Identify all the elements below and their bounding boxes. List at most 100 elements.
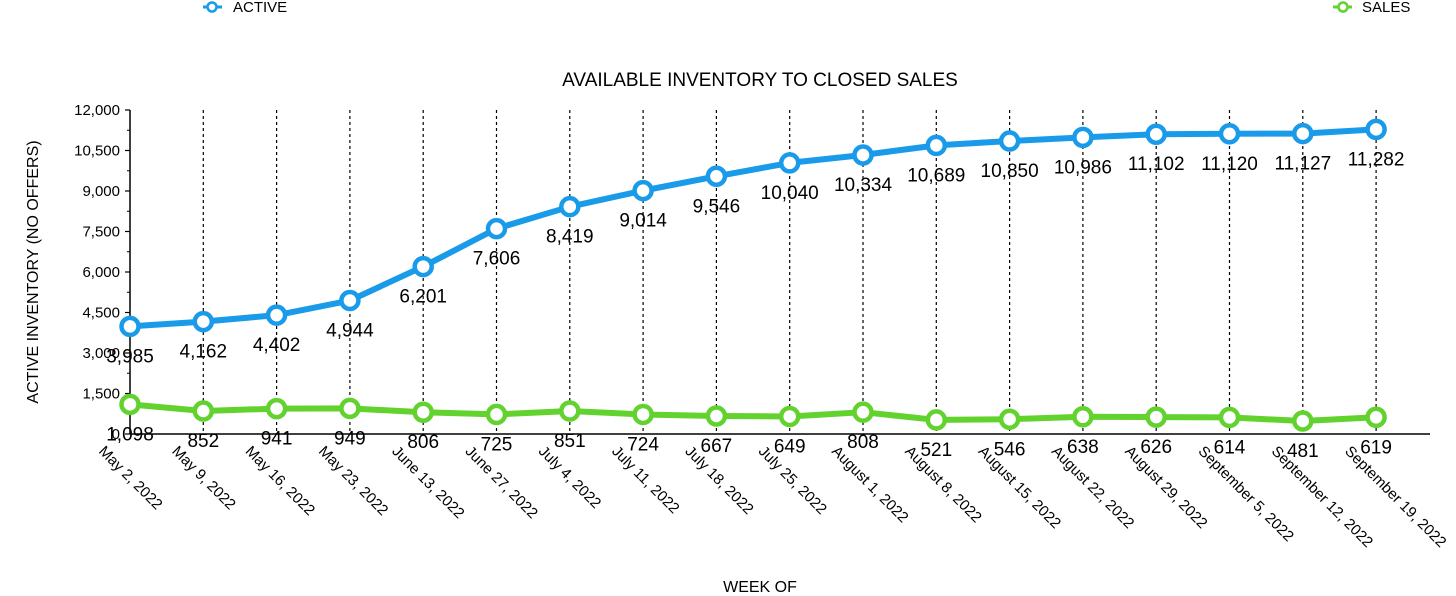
series-sales-point bbox=[265, 397, 288, 420]
data-label-sales: 851 bbox=[554, 431, 586, 452]
series-sales-point bbox=[632, 403, 654, 426]
data-label-active: 11,127 bbox=[1274, 154, 1331, 175]
data-label-active: 11,120 bbox=[1201, 154, 1258, 175]
series-sales-point bbox=[852, 401, 874, 423]
y-tick-label: 3,000 bbox=[82, 345, 120, 362]
legend-item-sales[interactable]: SALES bbox=[1333, 0, 1410, 16]
data-label-active: 8,419 bbox=[546, 227, 594, 248]
series-active-point bbox=[1292, 122, 1314, 145]
data-label-sales: 724 bbox=[627, 434, 659, 455]
y-tick-label: 6,000 bbox=[82, 264, 120, 281]
x-tick-label: May 9, 2022 bbox=[168, 443, 238, 513]
series-sales-point bbox=[412, 401, 434, 423]
data-label-sales: 806 bbox=[407, 432, 439, 453]
series-sales-point bbox=[925, 409, 948, 431]
data-label-sales: 638 bbox=[1067, 437, 1099, 458]
data-label-active: 10,689 bbox=[907, 165, 965, 186]
data-label-active: 10,850 bbox=[981, 161, 1039, 182]
data-label-active: 4,162 bbox=[180, 342, 228, 363]
series-active-point bbox=[925, 134, 948, 157]
legend: ACTIVE SALES bbox=[203, 0, 1410, 16]
x-tick-label: May 2, 2022 bbox=[95, 443, 165, 513]
data-label-active: 4,944 bbox=[326, 321, 374, 342]
chart-title: AVAILABLE INVENTORY TO CLOSED SALES bbox=[562, 70, 958, 91]
data-label-sales: 546 bbox=[994, 439, 1026, 460]
series-active-point bbox=[778, 152, 801, 174]
series-sales-point bbox=[705, 405, 728, 427]
legend-active-label: ACTIVE bbox=[233, 0, 287, 16]
data-label-sales: 649 bbox=[774, 436, 806, 457]
series-sales-point bbox=[1365, 406, 1387, 429]
series-sales-point bbox=[559, 400, 581, 422]
series-active-point bbox=[998, 130, 1021, 152]
data-label-active: 4,402 bbox=[253, 335, 301, 356]
y-tick-label: 12,000 bbox=[74, 102, 120, 119]
data-label-active: 10,986 bbox=[1054, 157, 1112, 178]
x-tick-label: May 16, 2022 bbox=[242, 443, 318, 519]
data-label-sales: 852 bbox=[187, 431, 219, 452]
data-label-sales: 941 bbox=[261, 429, 293, 450]
data-label-active: 11,282 bbox=[1348, 149, 1405, 170]
y-tick-label: 7,500 bbox=[82, 224, 120, 241]
series-sales-point bbox=[192, 400, 215, 422]
series-sales-point bbox=[778, 405, 801, 428]
series-active-point bbox=[119, 315, 141, 338]
series-sales-point bbox=[1072, 406, 1094, 428]
data-label-active: 6,201 bbox=[399, 287, 447, 308]
y-tick-label: 9,000 bbox=[82, 183, 120, 200]
series-active-point bbox=[852, 144, 874, 166]
y-axis-ticks: 0 1,500 3,000 4,500 6,000 7,500 9,000 10,500 12,… bbox=[74, 102, 130, 443]
series-active-point bbox=[705, 165, 728, 188]
x-tick-label: June 13, 2022 bbox=[388, 443, 467, 522]
data-label-sales: 626 bbox=[1140, 437, 1172, 458]
series-active-line bbox=[127, 126, 1380, 330]
legend-sales-marker bbox=[1337, 1, 1349, 13]
series-active-point bbox=[632, 179, 654, 202]
series-sales-point bbox=[119, 393, 141, 416]
y-tick-label: 0 bbox=[112, 426, 120, 443]
data-label-sales: 619 bbox=[1360, 437, 1392, 458]
series-active bbox=[119, 118, 1387, 338]
series-active-point bbox=[1365, 118, 1387, 141]
data-label-active: 9,546 bbox=[693, 196, 741, 217]
series-sales-point bbox=[1218, 406, 1241, 429]
data-label-sales: 614 bbox=[1214, 437, 1246, 458]
series-active-point bbox=[265, 304, 288, 326]
y-axis-title: ACTIVE INVENTORY (NO OFFERS) bbox=[25, 140, 42, 403]
series-active-point bbox=[485, 217, 508, 240]
data-label-active: 9,014 bbox=[619, 211, 667, 232]
series-active-point bbox=[559, 195, 581, 218]
data-label-active: 7,606 bbox=[473, 249, 521, 270]
series-sales-point bbox=[1292, 410, 1314, 432]
data-label-active: 10,334 bbox=[834, 175, 893, 196]
series-sales-point bbox=[339, 397, 361, 420]
data-label-sales: 949 bbox=[334, 428, 366, 449]
y-tick-label: 4,500 bbox=[82, 305, 120, 322]
y-tick-label: 10,500 bbox=[74, 143, 120, 160]
data-label-sales: 1,098 bbox=[106, 424, 154, 445]
x-axis-title: WEEK OF bbox=[723, 579, 797, 596]
series-sales-line bbox=[127, 401, 1380, 425]
series-active-point bbox=[339, 289, 361, 312]
data-label-sales: 481 bbox=[1287, 441, 1319, 462]
x-tick-label: August 1, 2022 bbox=[828, 443, 911, 526]
data-labels: 3,985 4,162 4,402 4,944 6,201 7,606 8,419 9,014… bbox=[106, 149, 1404, 462]
data-label-active: 10,040 bbox=[761, 183, 819, 204]
series-active-point bbox=[1072, 126, 1094, 149]
data-label-sales: 725 bbox=[481, 434, 513, 455]
x-tick-label: July 4, 2022 bbox=[535, 443, 604, 512]
gridlines bbox=[202, 110, 1377, 434]
legend-sales-label: SALES bbox=[1362, 0, 1410, 16]
legend-item-active[interactable]: ACTIVE bbox=[203, 0, 287, 16]
x-tick-label: May 23, 2022 bbox=[315, 443, 391, 519]
data-label-active: 3,985 bbox=[106, 346, 154, 367]
data-label-sales: 667 bbox=[701, 436, 733, 457]
y-tick-label: 1,500 bbox=[82, 386, 120, 403]
series-active-point bbox=[412, 255, 434, 278]
data-label-active: 11,102 bbox=[1128, 154, 1185, 175]
legend-active-marker bbox=[206, 1, 218, 13]
series-sales-point bbox=[1145, 406, 1167, 428]
series-sales bbox=[119, 393, 1387, 432]
